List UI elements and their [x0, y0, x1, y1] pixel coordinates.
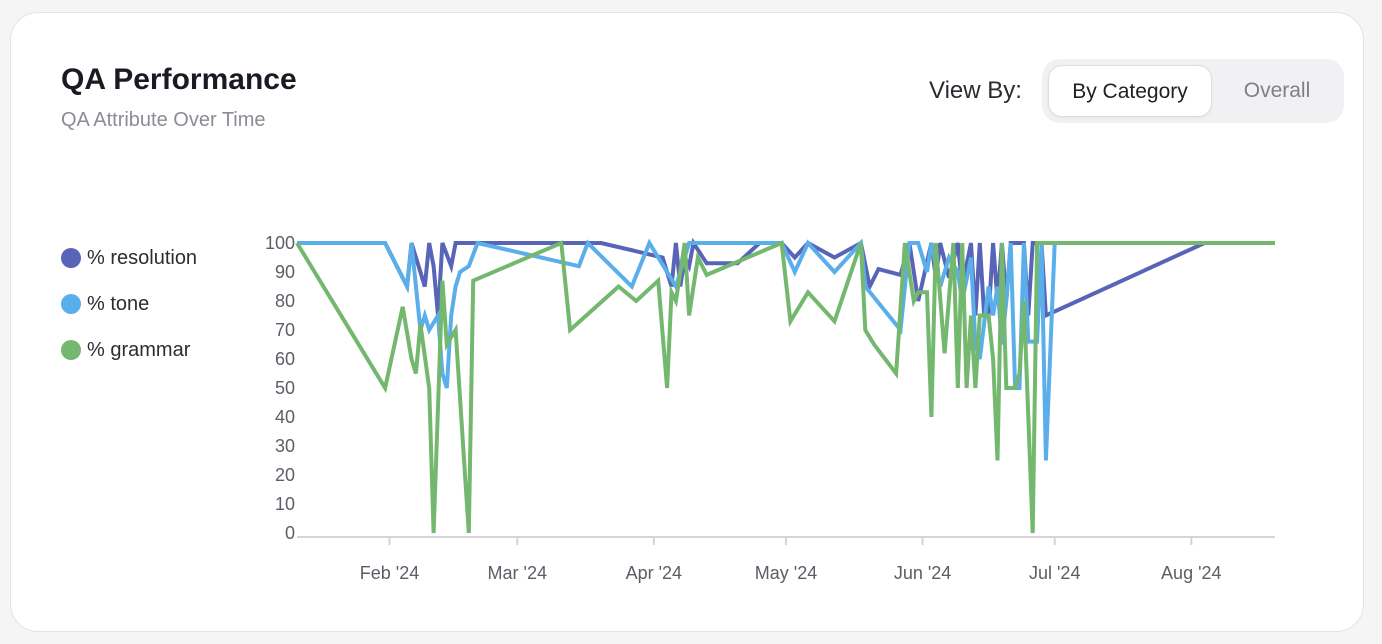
series-line-grammar[interactable] [295, 240, 1275, 534]
y-tick-label: 60 [275, 349, 295, 369]
legend-dot-tone [61, 294, 81, 314]
x-tick-label: Aug '24 [1161, 563, 1222, 583]
x-axis: Feb '24 Mar '24 Apr '24 May '24 Jun '24 Jul '… [297, 536, 1275, 583]
y-tick-label: 90 [275, 262, 295, 282]
page-subtitle: QA Attribute Over Time [61, 109, 266, 131]
view-by-toggle: By Category Overall [1042, 59, 1344, 123]
legend-label-tone: % tone [87, 293, 150, 315]
legend-label-grammar: % grammar [87, 339, 191, 361]
x-tick-label: Mar '24 [488, 563, 547, 583]
view-by-label: View By: [929, 77, 1022, 104]
x-tick-label: May '24 [755, 563, 817, 583]
x-tick-label: Jun '24 [894, 563, 951, 583]
x-tick-label: Apr '24 [626, 563, 682, 583]
y-tick-label: 50 [275, 378, 295, 398]
qa-performance-card: QA Performance QA Attribute Over Time Vi… [10, 12, 1364, 632]
overall-button[interactable]: Overall [1243, 79, 1311, 102]
y-tick-label: 80 [275, 291, 295, 311]
y-tick-label: 0 [285, 523, 295, 543]
y-tick-label: 40 [275, 407, 295, 427]
y-axis: 0 10 20 30 40 50 60 70 80 90 100 [265, 233, 295, 543]
legend-dot-resolution [61, 248, 81, 268]
x-tick-label: Jul '24 [1029, 563, 1080, 583]
page-title: QA Performance [61, 63, 297, 96]
by-category-button[interactable]: By Category [1048, 65, 1212, 117]
y-tick-label: 70 [275, 320, 295, 340]
y-tick-label: 30 [275, 436, 295, 456]
legend-dot-grammar [61, 340, 81, 360]
series-lines [295, 237, 1275, 534]
x-tick-label: Feb '24 [360, 563, 419, 583]
y-tick-label: 10 [275, 494, 295, 514]
y-tick-label: 100 [265, 233, 295, 253]
qa-line-chart: 0 10 20 30 40 50 60 70 80 90 100 Feb '24 Mar '24 Apr… [265, 233, 1275, 583]
series-line-tone[interactable] [297, 238, 1275, 461]
y-tick-label: 20 [275, 465, 295, 485]
legend-label-resolution: % resolution [87, 247, 198, 269]
